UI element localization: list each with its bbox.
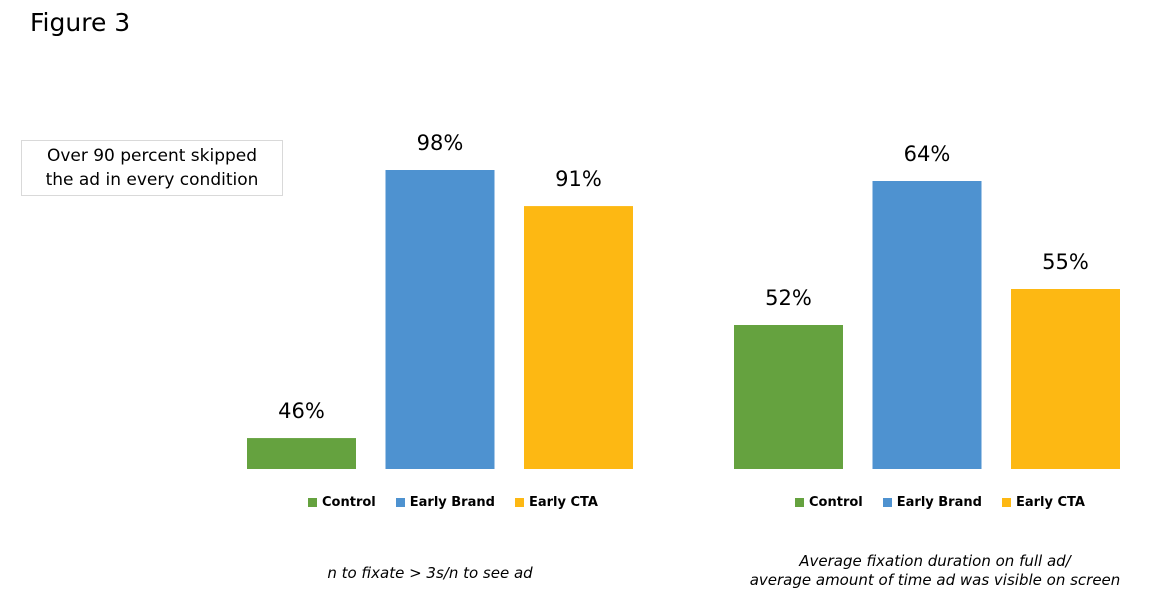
legend-swatch-early-cta bbox=[514, 498, 524, 507]
legend-swatch-early-brand bbox=[395, 498, 405, 507]
legend-label-early-cta: Early CTA bbox=[528, 495, 598, 510]
caption-line: n to fixate > 3s/n to see ad bbox=[327, 564, 533, 582]
data-label-early-brand: 98% bbox=[417, 131, 464, 155]
legend-item-early-cta: Early CTA bbox=[1001, 495, 1085, 510]
callout-line-1: Over 90 percent skipped bbox=[46, 146, 258, 166]
legend-swatch-early-brand bbox=[882, 498, 892, 507]
bar-early-brand bbox=[872, 181, 982, 469]
chart-skip-rate: 46% 98% 91% bbox=[247, 131, 633, 469]
bar-control bbox=[734, 325, 843, 469]
caption-line-2: average amount of time ad was visible on… bbox=[749, 571, 1121, 589]
caption-line-1: Average fixation duration on full ad/ bbox=[799, 552, 1071, 570]
legend-label-early-brand: Early Brand bbox=[896, 495, 982, 510]
legend-chart-1: Control Early Brand Early CTA bbox=[308, 495, 598, 510]
bar-early-brand bbox=[385, 170, 495, 469]
legend-chart-2: Control Early Brand Early CTA bbox=[795, 495, 1085, 510]
data-label-early-cta: 91% bbox=[555, 167, 602, 191]
legend-item-control: Control bbox=[308, 495, 376, 510]
bar-early-cta bbox=[524, 206, 633, 469]
data-label-early-cta: 55% bbox=[1042, 250, 1089, 274]
legend-label-early-brand: Early Brand bbox=[409, 495, 495, 510]
caption-chart-2: Average fixation duration on full ad/ av… bbox=[720, 552, 1150, 590]
legend-swatch-early-cta bbox=[1001, 498, 1011, 507]
legend-item-control: Control bbox=[795, 495, 863, 510]
legend-item-early-brand: Early Brand bbox=[882, 495, 982, 510]
legend-item-early-cta: Early CTA bbox=[514, 495, 598, 510]
legend-label-control: Control bbox=[809, 495, 863, 510]
legend-label-control: Control bbox=[322, 495, 376, 510]
legend-item-early-brand: Early Brand bbox=[395, 495, 495, 510]
legend-swatch-control bbox=[308, 498, 317, 507]
chart-fixation-duration: 52% 64% 55% bbox=[734, 142, 1120, 469]
figure-title: Figure 3 bbox=[30, 8, 131, 37]
legend-swatch-control bbox=[795, 498, 804, 507]
bar-early-cta bbox=[1011, 289, 1120, 469]
callout-box: Over 90 percent skipped the ad in every … bbox=[21, 140, 283, 196]
data-label-control: 46% bbox=[278, 399, 325, 423]
data-label-early-brand: 64% bbox=[904, 142, 951, 166]
caption-chart-1: n to fixate > 3s/n to see ad bbox=[230, 564, 630, 583]
callout-line-2: the ad in every condition bbox=[45, 170, 259, 190]
legend-label-early-cta: Early CTA bbox=[1015, 495, 1085, 510]
bar-control bbox=[247, 438, 356, 469]
data-label-control: 52% bbox=[765, 286, 812, 310]
